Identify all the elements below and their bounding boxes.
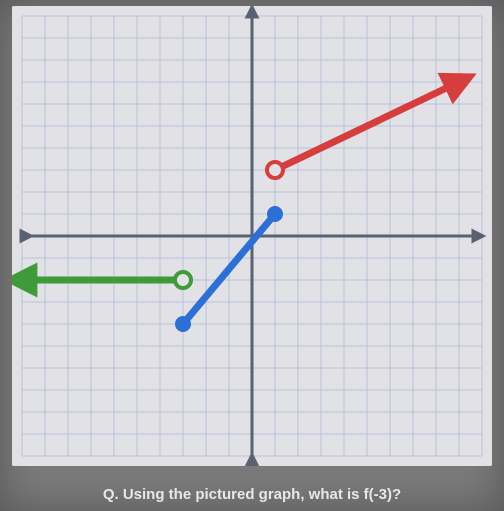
question-body: Using the pictured graph, what is f(-3)?	[123, 486, 401, 503]
question-prefix: Q.	[103, 486, 123, 503]
graph-plot	[12, 6, 492, 466]
question-text: Q. Using the pictured graph, what is f(-…	[0, 486, 504, 503]
graph-svg	[12, 6, 492, 466]
screenshot-frame: Q. Using the pictured graph, what is f(-…	[0, 0, 504, 511]
